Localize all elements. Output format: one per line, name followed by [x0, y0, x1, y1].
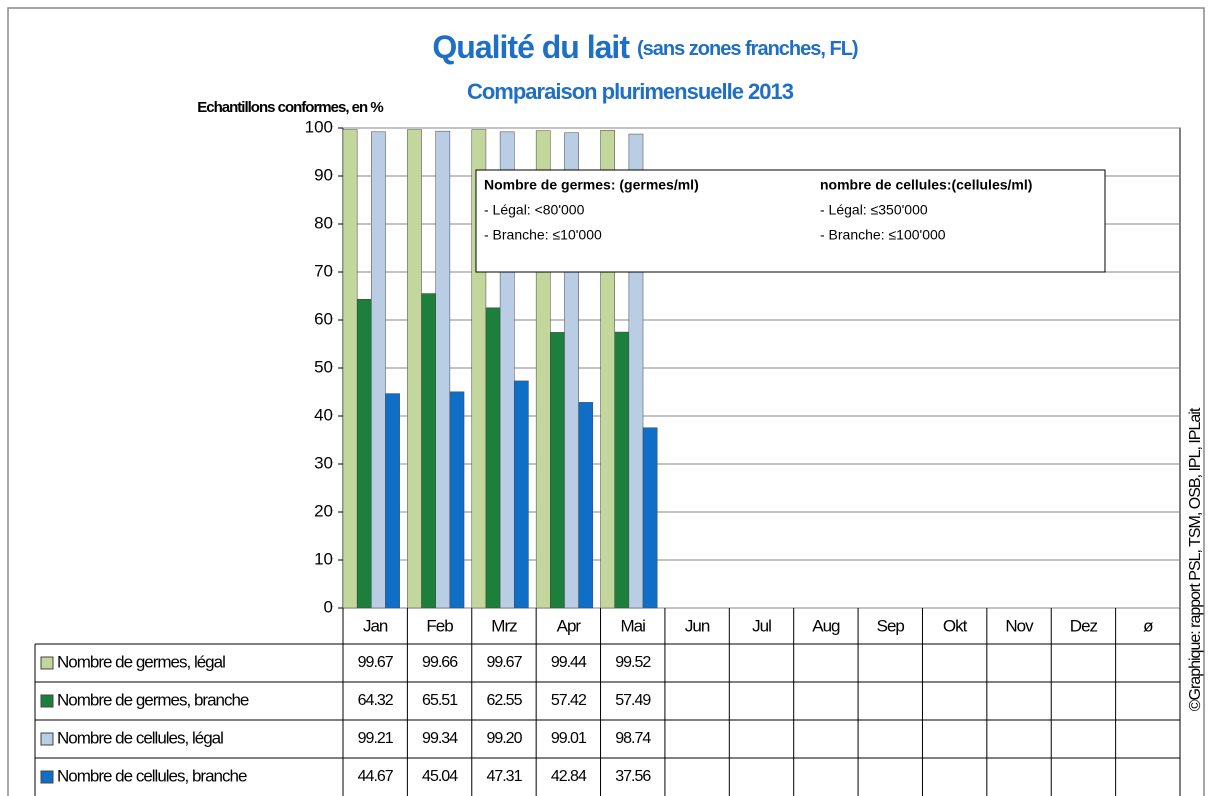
title-main: Qualité du lait	[432, 29, 630, 65]
x-tick-label: Mai	[621, 616, 646, 635]
annotation-box	[475, 169, 1106, 273]
legend-swatch	[40, 732, 54, 746]
bar	[485, 307, 501, 609]
y-tick-label: 100	[305, 117, 333, 136]
table-cell: 45.04	[422, 768, 458, 785]
legend-swatch	[40, 694, 54, 708]
table-cell: 99.67	[486, 654, 522, 671]
bar	[578, 402, 594, 609]
bar	[371, 131, 386, 609]
x-tick-label: Dez	[1070, 616, 1098, 635]
table-cell: 99.21	[358, 730, 394, 747]
x-tick-label: Jul	[752, 616, 771, 635]
y-tick-label: 90	[314, 165, 333, 184]
annotation-text: - Légal: ≤350'000	[820, 202, 928, 218]
annotation-text: - Branche: ≤10'000	[484, 227, 602, 243]
x-tick-label: ø	[1143, 616, 1153, 635]
y-tick-label: 50	[314, 357, 333, 376]
bar	[642, 427, 658, 609]
y-tick-label: 70	[314, 261, 333, 280]
y-tick-label: 0	[324, 597, 333, 616]
x-tick-label: Nov	[1005, 616, 1034, 635]
table-cell: 65.51	[422, 692, 458, 709]
bar	[435, 130, 451, 609]
table-cell: 47.31	[486, 768, 522, 785]
legend-label: Nombre de cellules, légal	[57, 728, 223, 747]
chart-subtitle: Comparaison plurimensuelle 2013	[467, 79, 794, 104]
y-tick-label: 80	[314, 213, 333, 232]
table-cell: 44.67	[358, 768, 394, 785]
bar	[614, 331, 630, 609]
bar	[514, 380, 529, 609]
x-tick-label: Feb	[426, 616, 453, 635]
annotation-text: Nombre de germes: (germes/ml)	[484, 177, 699, 193]
x-tick-label: Aug	[812, 616, 840, 635]
bar	[342, 129, 358, 609]
table-cell: 98.74	[615, 730, 651, 747]
bar	[449, 391, 465, 609]
x-tick-label: Okt	[943, 616, 968, 635]
legend-swatch	[40, 656, 54, 670]
bar	[356, 299, 372, 609]
table-cell: 99.44	[551, 654, 587, 671]
annotation-text: - Légal: <80'000	[484, 202, 585, 218]
legend-label: Nombre de germes, branche	[57, 690, 249, 709]
table-cell: 99.01	[551, 730, 587, 747]
table-cell: 62.55	[486, 692, 522, 709]
legend-label: Nombre de cellules, branche	[57, 766, 247, 785]
bar	[407, 129, 422, 609]
y-tick-label: 20	[314, 501, 333, 520]
table-cell: 99.67	[358, 654, 394, 671]
x-tick-label: Sep	[877, 616, 905, 635]
table-cell: 99.66	[422, 654, 458, 671]
y-axis-label: Echantillons conformes, en %	[197, 99, 383, 116]
table-cell: 99.20	[486, 730, 522, 747]
y-tick-label: 30	[314, 453, 333, 472]
table-cell: 99.34	[422, 730, 458, 747]
y-tick-label: 60	[314, 309, 333, 328]
y-tick-label: 40	[314, 405, 333, 424]
table-cell: 37.56	[615, 768, 651, 785]
table-cell: 57.42	[551, 692, 587, 709]
legend-label: Nombre de germes, légal	[57, 652, 225, 671]
x-tick-label: Jan	[363, 616, 388, 635]
annotation-text: nombre de cellules:(cellules/ml)	[820, 177, 1032, 193]
bar	[550, 332, 565, 609]
y-tick-label: 10	[314, 549, 333, 568]
annotation-text: - Branche: ≤100'000	[820, 227, 946, 243]
table-cell: 42.84	[551, 768, 587, 785]
title-note: (sans zones franches, FL)	[637, 38, 858, 60]
bar	[421, 293, 436, 609]
source-note: ©Graphique: rapport PSL, TSM, OSB, IPL, …	[1187, 407, 1204, 711]
legend-swatch	[40, 770, 54, 784]
bar	[385, 393, 400, 609]
chart-title: Qualité du lait (sans zones franches, FL)	[432, 29, 858, 65]
x-tick-label: Apr	[557, 616, 582, 635]
x-tick-label: Jun	[685, 616, 710, 635]
x-tick-label: Mrz	[491, 616, 517, 635]
table-cell: 57.49	[615, 692, 651, 709]
table-cell: 99.52	[615, 654, 651, 671]
table-cell: 64.32	[358, 692, 394, 709]
chart-frame	[7, 7, 1205, 796]
